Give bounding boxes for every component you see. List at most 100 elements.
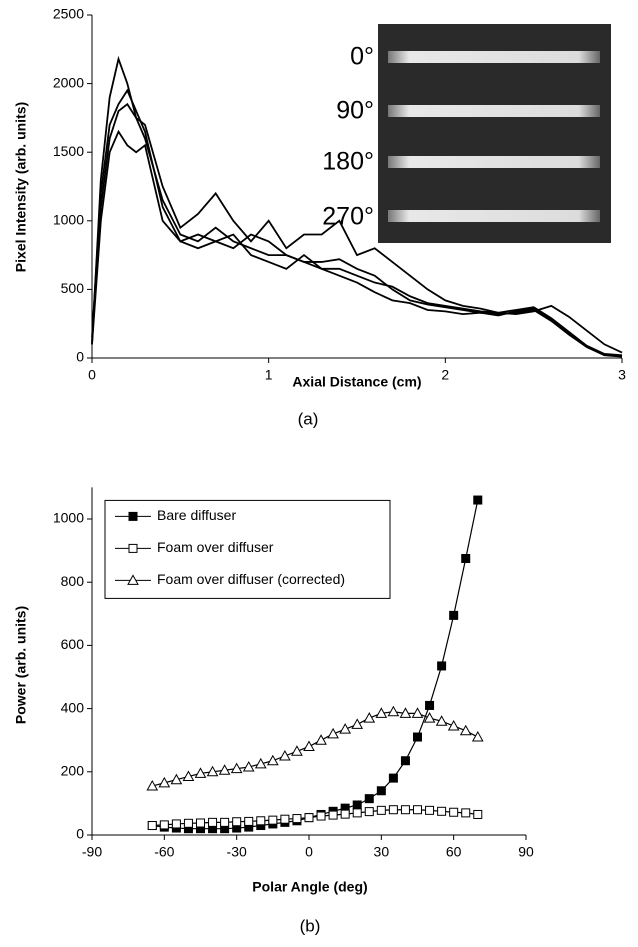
marker (170, 773, 183, 785)
marker (315, 734, 327, 745)
x-axis-title: Axial Distance (cm) (292, 374, 421, 390)
marker (268, 815, 278, 825)
marker (400, 805, 410, 815)
inset-stripe (388, 210, 600, 222)
marker (352, 808, 362, 818)
marker (292, 814, 302, 824)
marker (158, 776, 171, 788)
marker (471, 731, 484, 742)
y-tick-label: 1000 (53, 212, 84, 228)
marker (279, 749, 291, 761)
marker (461, 554, 471, 563)
marker (364, 794, 374, 804)
legend-label: Bare diffuser (157, 507, 236, 523)
y-tick-label: 800 (61, 573, 85, 589)
inset-label: 90° (336, 97, 374, 125)
marker (303, 740, 315, 752)
marker (340, 809, 350, 819)
x-tick-label: 2 (441, 367, 449, 383)
marker (352, 800, 362, 810)
marker (413, 732, 422, 742)
marker (242, 761, 255, 772)
marker (128, 511, 138, 521)
marker (435, 715, 448, 726)
marker (128, 543, 138, 553)
y-tick-label: 500 (61, 280, 85, 296)
marker (147, 821, 157, 831)
y-tick-label: 0 (76, 349, 84, 365)
marker (363, 712, 376, 723)
marker (208, 817, 218, 827)
marker (266, 754, 279, 766)
x-tick-label: 1 (265, 367, 273, 383)
x-tick-label: 60 (446, 844, 462, 860)
series-line (91, 102, 623, 357)
marker (339, 723, 352, 734)
marker (280, 814, 290, 824)
marker (437, 806, 447, 816)
inset-label: 180° (322, 148, 374, 176)
inset-stripe (388, 51, 600, 63)
marker (304, 813, 314, 823)
marker (387, 705, 400, 717)
x-axis-title: Polar Angle (deg) (252, 879, 367, 895)
marker (316, 811, 326, 821)
x-tick-label: 90 (518, 844, 534, 860)
caption: (b) (300, 916, 321, 935)
marker (327, 727, 339, 739)
series-line (91, 129, 623, 358)
marker (291, 745, 303, 756)
marker (425, 700, 435, 710)
marker (399, 707, 412, 718)
x-tick-label: 0 (305, 844, 313, 860)
y-axis-title: Power (arb. units) (13, 606, 29, 724)
legend-box (104, 499, 391, 599)
inset-image: 0° 90° 180° 270° (322, 24, 611, 243)
x-tick-label: 0 (88, 367, 96, 383)
x-tick-label: -90 (82, 844, 102, 860)
marker (146, 779, 159, 791)
x-tick-label: -30 (227, 844, 247, 860)
legend-label: Foam over diffuser (157, 539, 274, 555)
x-tick-label: 30 (374, 844, 390, 860)
marker (364, 807, 374, 817)
marker (194, 767, 207, 778)
marker (413, 805, 422, 815)
y-tick-label: 1500 (53, 143, 84, 159)
marker (171, 819, 181, 829)
marker (376, 786, 386, 796)
y-tick-label: 200 (61, 763, 85, 779)
inset-stripe (388, 156, 600, 168)
inset-stripe (388, 105, 600, 117)
marker (375, 707, 388, 718)
marker (425, 805, 435, 815)
marker (182, 770, 195, 782)
marker (388, 773, 398, 783)
series-line (152, 499, 479, 830)
marker (376, 805, 386, 815)
marker (232, 817, 242, 827)
x-tick-label: -60 (154, 844, 174, 860)
marker (159, 820, 169, 830)
y-tick-label: 400 (61, 699, 85, 715)
y-tick-label: 2000 (53, 74, 84, 90)
legend-label: Foam over diffuser (corrected) (157, 571, 345, 587)
marker (328, 810, 338, 820)
caption: (a) (298, 409, 319, 428)
y-tick-label: 0 (76, 826, 84, 842)
marker (449, 610, 459, 620)
marker (388, 805, 398, 815)
marker (206, 765, 219, 777)
y-tick-label: 2500 (53, 6, 84, 22)
x-tick-label: 3 (618, 367, 626, 383)
marker (256, 816, 266, 826)
y-tick-label: 600 (61, 636, 85, 652)
inset-label: 270° (322, 203, 374, 231)
inset-label: 0° (350, 43, 374, 71)
marker (423, 712, 436, 723)
series-line (91, 88, 623, 357)
series-line (152, 809, 478, 827)
series-line (152, 711, 479, 787)
